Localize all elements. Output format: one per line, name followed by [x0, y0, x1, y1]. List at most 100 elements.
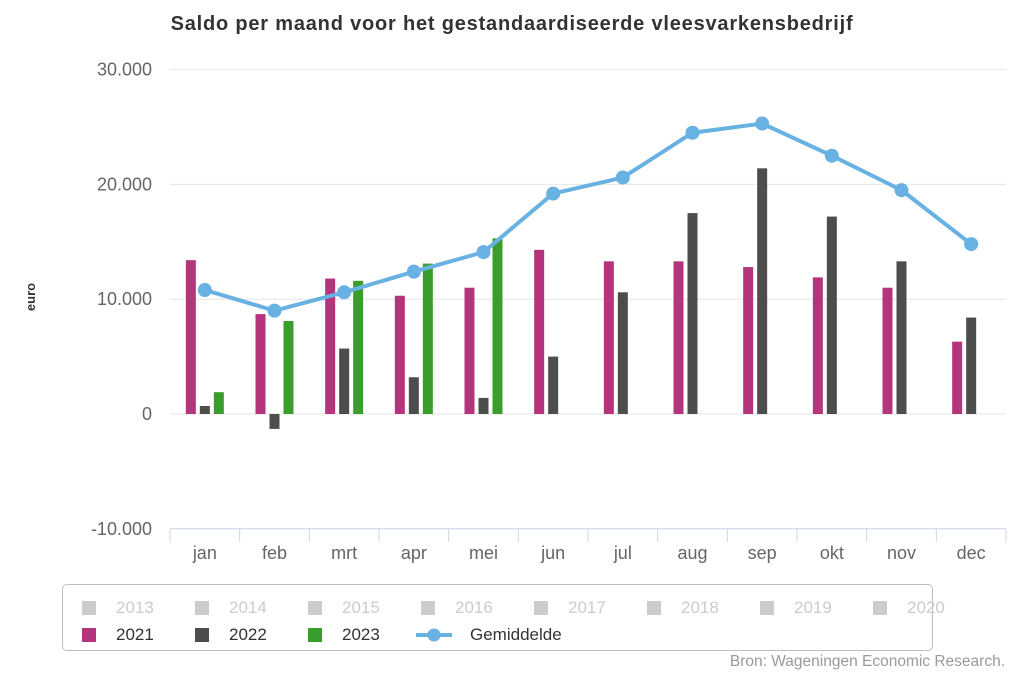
- x-tick-label: dec: [957, 543, 986, 563]
- chart-legend: 2013 2014 2015 2016 2017 2018 2019 2020 2021 2022…: [62, 584, 945, 651]
- point-Gemiddelde-apr: [406, 264, 421, 279]
- x-tick-label: sep: [748, 543, 777, 563]
- legend-label: 2021: [116, 625, 154, 644]
- legend-item-2020[interactable]: 2020: [873, 598, 945, 617]
- bar-2023-jan: [213, 392, 224, 414]
- legend-item-2014[interactable]: 2014: [195, 598, 267, 617]
- legend-swatch-2016: [421, 601, 435, 615]
- source-credit: Bron: Wageningen Economic Research.: [729, 653, 1005, 670]
- legend-swatch-2015: [308, 601, 322, 615]
- legend-label: 2023: [342, 625, 380, 644]
- point-Gemiddelde-dec: [964, 237, 979, 252]
- legend-label: 2019: [794, 598, 832, 617]
- bar-2022-aug: [687, 213, 698, 414]
- legend-label: 2016: [455, 598, 493, 617]
- y-tick-label: 30.000: [97, 60, 152, 80]
- legend-swatch-2022: [195, 628, 209, 642]
- legend-item-2017[interactable]: 2017: [534, 598, 606, 617]
- x-tick-label: jan: [192, 543, 217, 563]
- bar-2021-nov: [882, 287, 893, 414]
- legend-label: 2020: [907, 598, 945, 617]
- bar-2022-mei: [478, 397, 489, 414]
- bar-2023-feb: [283, 321, 294, 414]
- legend-label: 2017: [568, 598, 606, 617]
- bar-2023-apr: [422, 263, 433, 414]
- legend-label: 2022: [229, 625, 267, 644]
- legend-item-2018[interactable]: 2018: [647, 598, 719, 617]
- bar-2023-mei: [492, 238, 503, 414]
- line-Gemiddelde: [202, 121, 974, 313]
- x-tick-label: okt: [820, 543, 844, 563]
- y-tick-label: -10.000: [91, 519, 152, 539]
- y-tick-label: 10.000: [97, 289, 152, 309]
- x-tick-label: jun: [540, 543, 565, 563]
- bar-2022-sep: [757, 168, 768, 414]
- point-Gemiddelde-feb: [267, 303, 282, 318]
- point-Gemiddelde-nov: [894, 183, 909, 198]
- x-tick-label: mrt: [331, 543, 357, 563]
- bar-2022-apr: [408, 377, 419, 414]
- bar-2021-apr: [394, 295, 405, 414]
- bar-2021-okt: [812, 277, 823, 414]
- legend-item-2015[interactable]: 2015: [308, 598, 380, 617]
- bar-2022-jul: [617, 292, 628, 414]
- point-Gemiddelde-jan: [197, 283, 212, 298]
- legend-label: 2014: [229, 598, 267, 617]
- bar-2022-okt: [826, 216, 837, 414]
- bar-2021-jul: [603, 261, 614, 414]
- legend-swatch-2021: [82, 628, 96, 642]
- legend-item-2013[interactable]: 2013: [82, 598, 154, 617]
- x-tick-label: aug: [677, 543, 707, 563]
- bar-2021-jan: [185, 260, 196, 414]
- bar-2021-feb: [255, 314, 266, 414]
- point-Gemiddelde-jul: [615, 170, 630, 185]
- point-Gemiddelde-okt: [824, 148, 839, 163]
- chart-plot: 30.000 20.000 10.000 0 -10.000 jan feb mrt apr me…: [91, 60, 1007, 563]
- legend-swatch-2018: [647, 601, 661, 615]
- x-tick-label: mei: [469, 543, 498, 563]
- chart-title: Saldo per maand voor het gestandaardisee…: [170, 13, 854, 35]
- bar-2023-mrt: [353, 280, 364, 414]
- bar-2021-jun: [534, 249, 545, 414]
- legend-label: 2015: [342, 598, 380, 617]
- x-tick-label: feb: [262, 543, 287, 563]
- bar-2021-dec: [952, 341, 963, 414]
- x-tick-label: nov: [887, 543, 916, 563]
- legend-swatch-2017: [534, 601, 548, 615]
- bar-2022-nov: [896, 261, 907, 414]
- legend-label: Gemiddelde: [470, 625, 562, 644]
- point-Gemiddelde-mrt: [337, 285, 352, 300]
- bar-2021-aug: [673, 261, 684, 414]
- legend-label: 2013: [116, 598, 154, 617]
- y-tick-label: 20.000: [97, 174, 152, 194]
- bar-2022-jun: [548, 356, 559, 414]
- bar-2021-mrt: [325, 278, 336, 414]
- point-Gemiddelde-jun: [546, 186, 561, 201]
- legend-swatch-2023: [308, 628, 322, 642]
- legend-line-marker: [416, 628, 452, 642]
- legend-label: 2018: [681, 598, 719, 617]
- bar-2022-jan: [199, 405, 210, 414]
- point-Gemiddelde-sep: [755, 116, 770, 131]
- legend-swatch-2013: [82, 601, 96, 615]
- x-tick-label: apr: [401, 543, 427, 563]
- bar-2022-feb: [269, 414, 280, 429]
- bar-2022-dec: [966, 317, 977, 414]
- legend-swatch-2019: [760, 601, 774, 615]
- bar-2021-mei: [464, 287, 475, 414]
- point-Gemiddelde-aug: [685, 125, 700, 140]
- bar-2022-mrt: [339, 348, 350, 414]
- legend-swatch-2014: [195, 601, 209, 615]
- legend-swatch-2020: [873, 601, 887, 615]
- legend-item-2019[interactable]: 2019: [760, 598, 832, 617]
- legend-item-2021[interactable]: 2021: [82, 625, 154, 644]
- point-Gemiddelde-mei: [476, 245, 491, 260]
- bar-2021-sep: [743, 267, 754, 414]
- legend-item-gemiddelde[interactable]: Gemiddelde: [416, 625, 562, 644]
- legend-item-2016[interactable]: 2016: [421, 598, 493, 617]
- y-tick-label: 0: [142, 404, 152, 424]
- x-tick-label: jul: [613, 543, 632, 563]
- legend-item-2022[interactable]: 2022: [195, 625, 267, 644]
- legend-item-2023[interactable]: 2023: [308, 625, 380, 644]
